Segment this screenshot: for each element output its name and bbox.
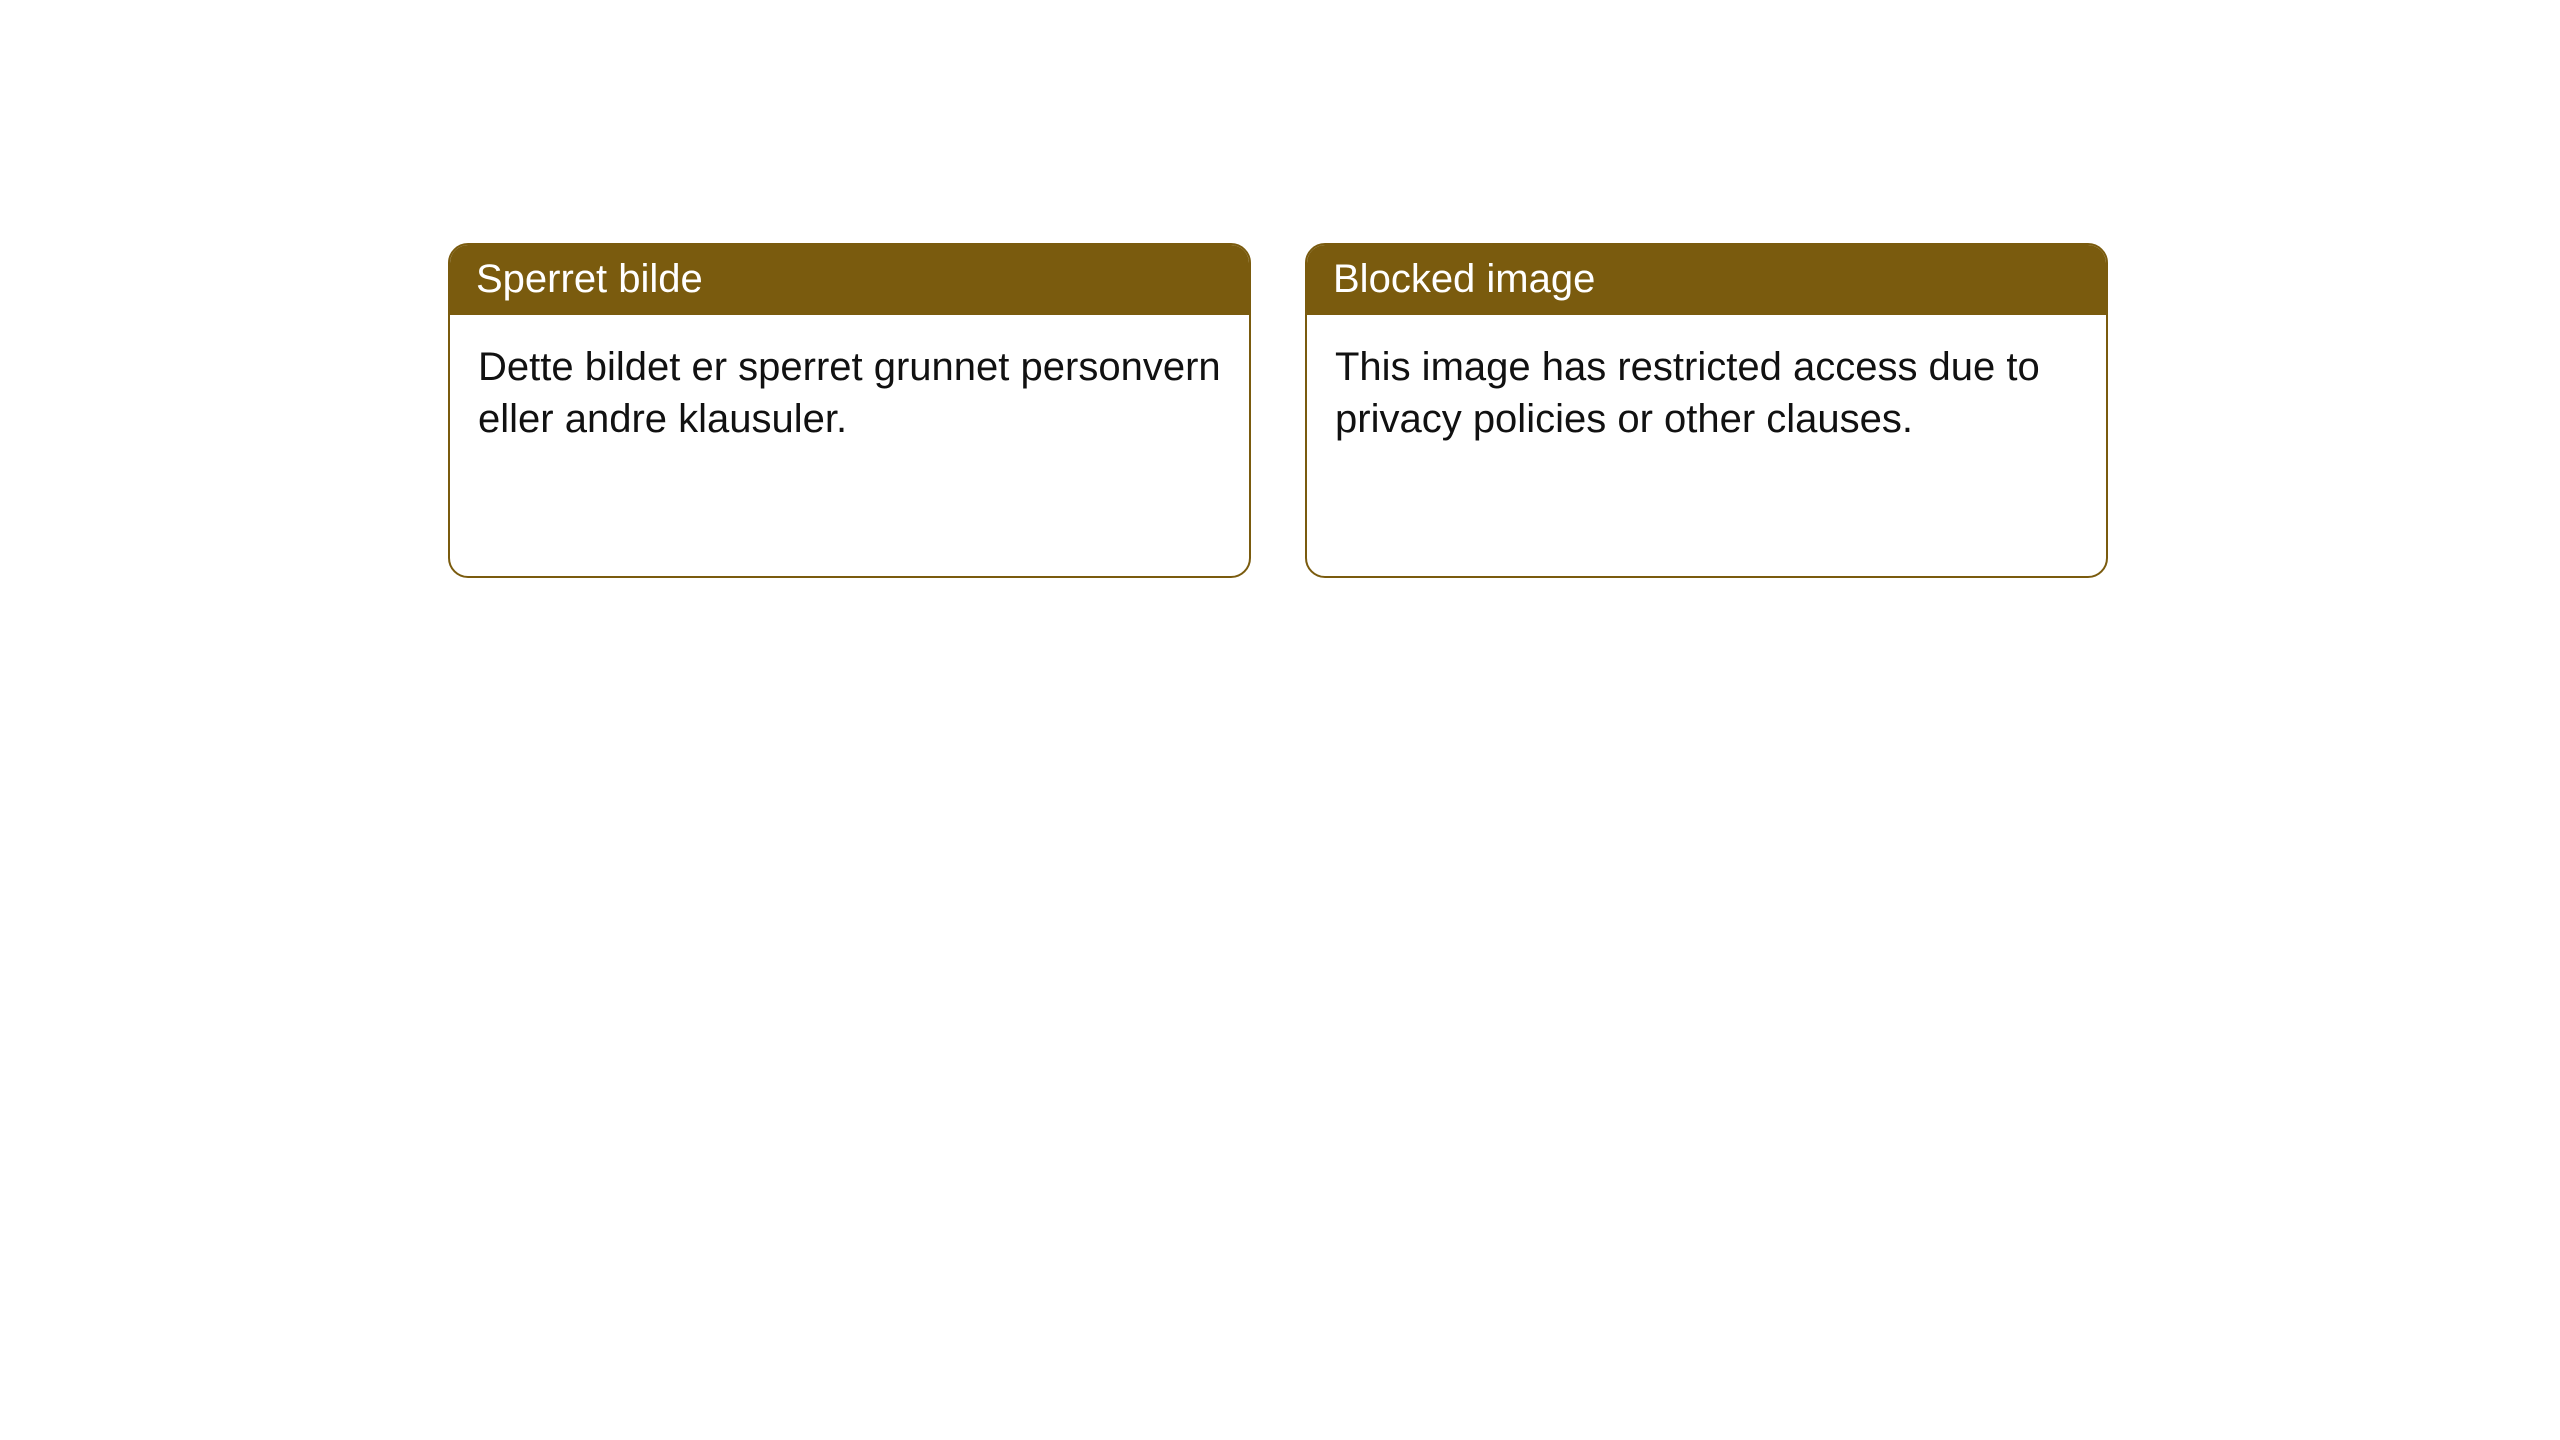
notice-card-english: Blocked image This image has restricted … (1305, 243, 2108, 578)
notice-card-body: Dette bildet er sperret grunnet personve… (450, 315, 1249, 471)
notice-card-title: Blocked image (1333, 257, 1595, 301)
notice-card-header: Blocked image (1307, 245, 2106, 315)
notice-card-norwegian: Sperret bilde Dette bildet er sperret gr… (448, 243, 1251, 578)
notice-card-message: This image has restricted access due to … (1335, 345, 2040, 441)
notice-card-message: Dette bildet er sperret grunnet personve… (478, 345, 1221, 441)
notice-card-title: Sperret bilde (476, 257, 703, 301)
notice-card-body: This image has restricted access due to … (1307, 315, 2106, 471)
notice-cards-container: Sperret bilde Dette bildet er sperret gr… (448, 243, 2108, 578)
notice-card-header: Sperret bilde (450, 245, 1249, 315)
